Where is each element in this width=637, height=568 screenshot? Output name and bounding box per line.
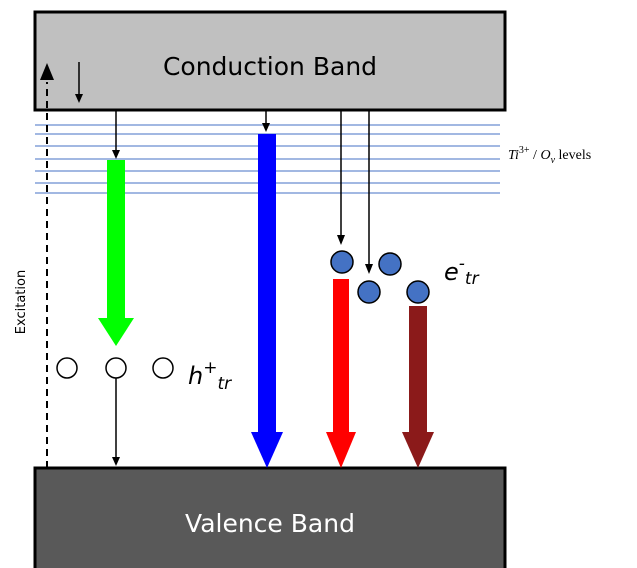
electron [378,252,402,276]
emission-arrow-red [326,279,356,468]
electron-label-symbol: e [444,258,459,286]
defect-label-o: O [540,148,550,163]
hole-label-sub: tr [217,374,232,394]
electron-label-sub: tr [465,269,480,289]
defect-label-tail: levels [555,148,591,163]
trap-arrowhead-blue [262,123,270,132]
relaxation-arrowhead [75,94,83,103]
emission-arrow-green [98,160,134,346]
electron-label: e-tr [444,254,480,289]
conduction-band-label: Conduction Band [163,52,377,81]
defect-label-separator: / [530,148,541,163]
hole-recombination-arrowhead [112,457,120,466]
electron [357,280,381,304]
trap-arrowhead-electron-2 [365,264,373,274]
excitation-arrowhead [40,63,54,80]
defect-levels-label: Ti3+ / Ov levels [508,145,591,166]
conduction-band [33,10,507,112]
electron [330,250,354,274]
trap-arrowhead-electron-1 [337,235,345,245]
valence-band-label: Valence Band [185,509,355,538]
excitation-label: Excitation [14,270,29,334]
hole-label-symbol: h [188,362,203,390]
emission-arrow-dark-red [402,306,434,468]
hole-label-charge: + [203,358,217,378]
hole [152,357,174,379]
emission-arrow-blue [251,134,283,468]
hole-traps [56,357,174,379]
electron-traps [330,250,430,304]
hole [105,357,127,379]
defect-label-o-sub: v [551,155,556,166]
hole [56,357,78,379]
electron-label-charge: - [459,254,465,274]
defect-label-ti: Ti [508,148,519,163]
trap-arrowhead-green [112,150,120,159]
hole-label: h+tr [188,358,232,394]
valence-band [33,466,507,568]
defect-label-ti-charge: 3+ [519,145,530,156]
electron [406,280,430,304]
